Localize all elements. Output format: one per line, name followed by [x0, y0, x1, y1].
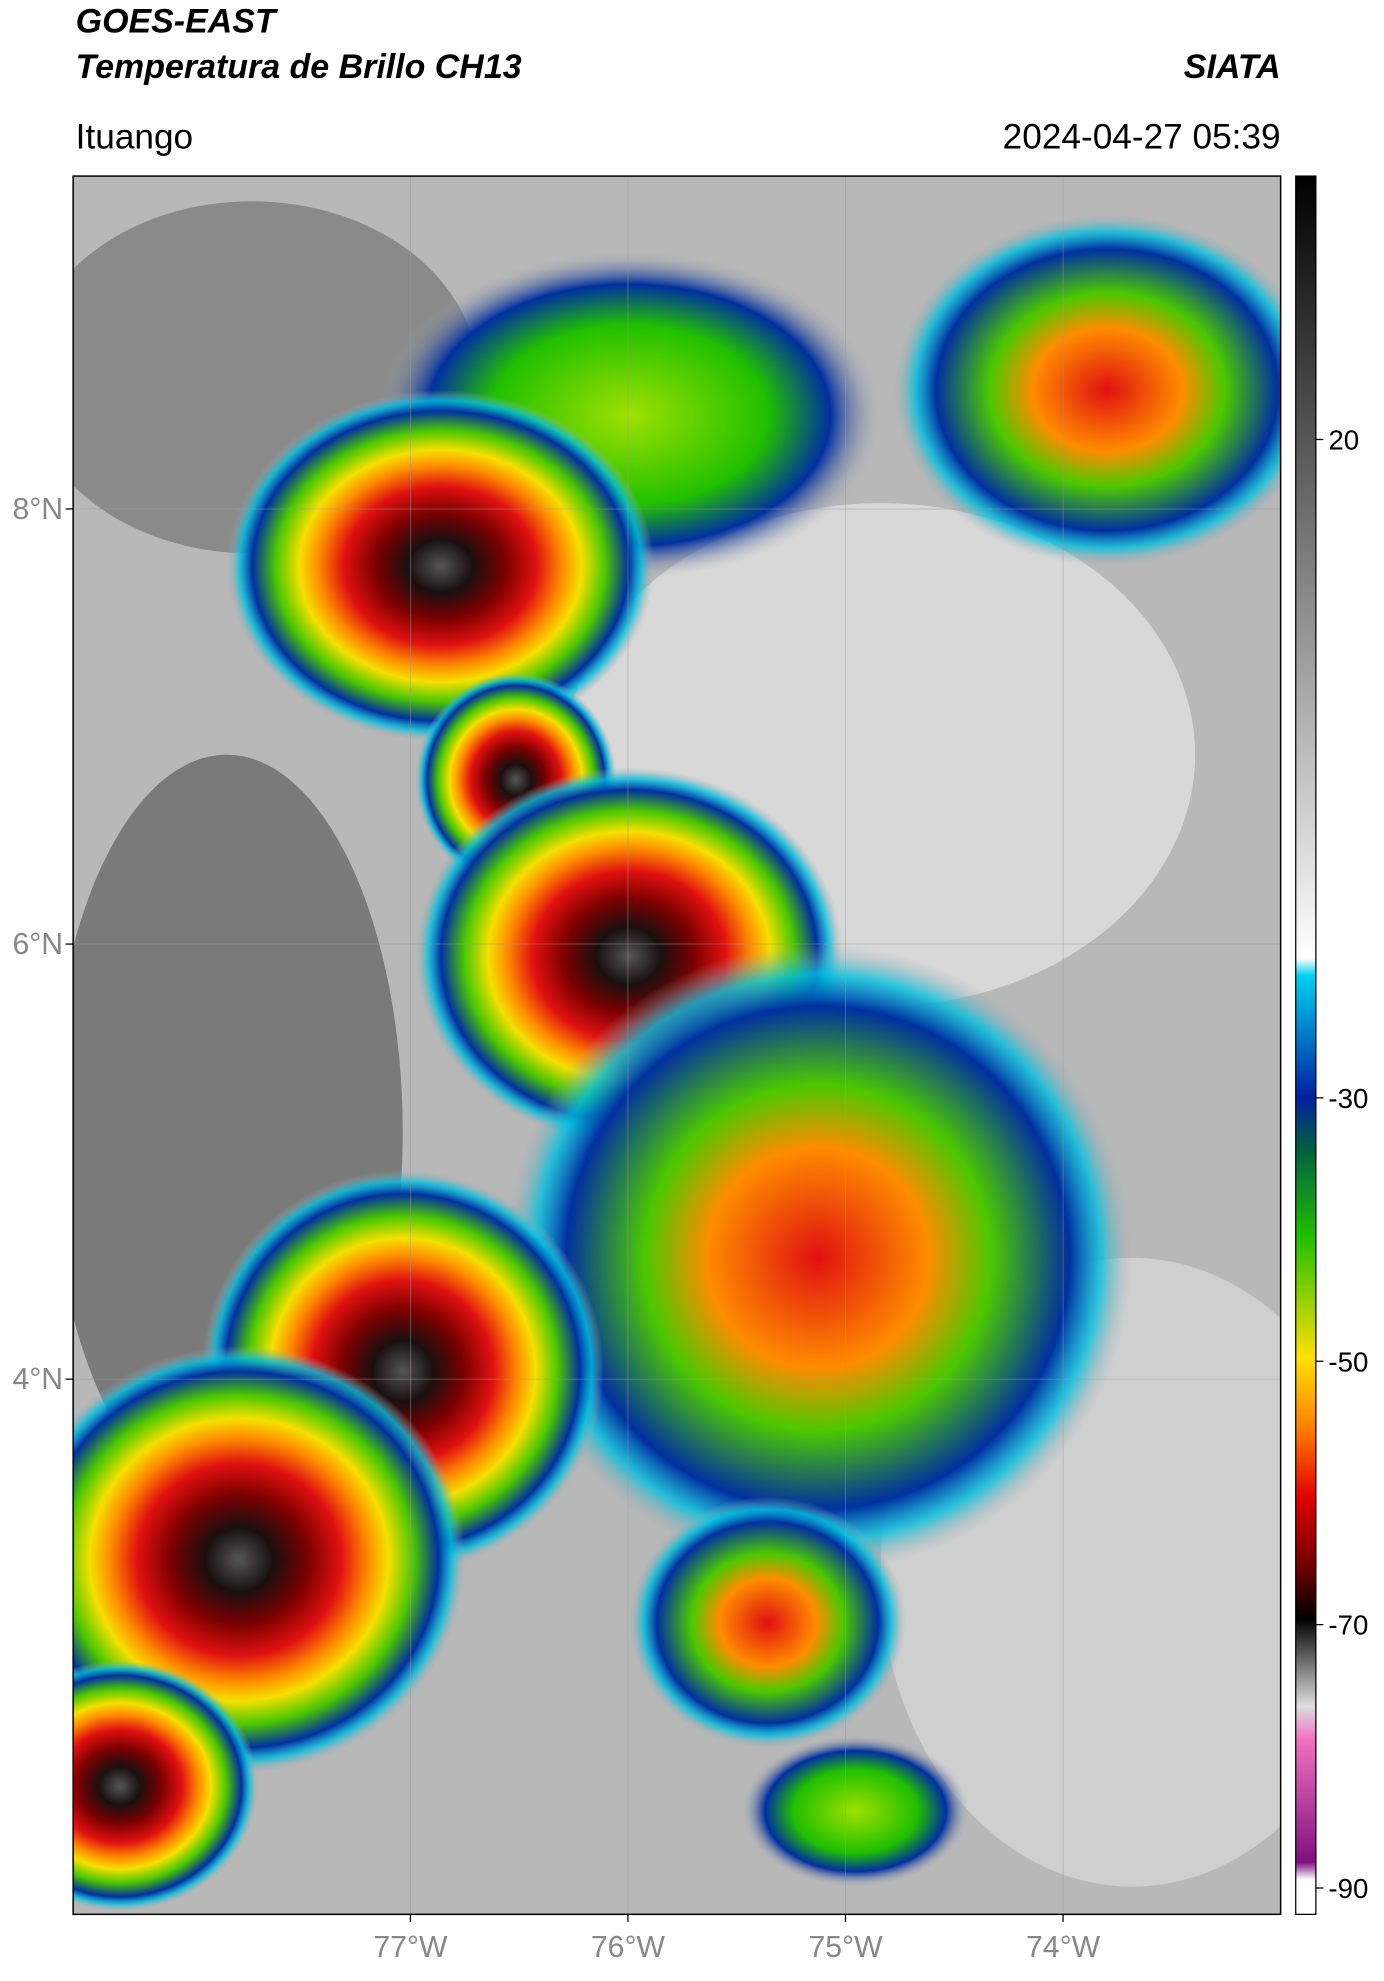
- colorbar-tick-label: -70: [1328, 1610, 1368, 1641]
- datetime: 2024-04-27 05:39: [1003, 117, 1281, 156]
- title: GOES-EAST: [76, 3, 279, 41]
- colorbar-tick-label: -50: [1328, 1346, 1368, 1377]
- x-tick-label: 76°W: [591, 1931, 666, 1964]
- y-tick-label: 6°N: [12, 928, 63, 961]
- colorbar: [1295, 175, 1317, 1915]
- x-tick-label: 75°W: [808, 1931, 883, 1964]
- colorbar-tick-label: -90: [1328, 1873, 1368, 1904]
- x-tick-label: 77°W: [373, 1931, 448, 1964]
- location: Ituango: [76, 117, 193, 156]
- colorbar-tick-label: -30: [1328, 1083, 1368, 1114]
- x-tick-label: 74°W: [1026, 1931, 1101, 1964]
- y-tick-label: 8°N: [12, 493, 63, 526]
- y-tick-label: 4°N: [12, 1363, 63, 1396]
- graticule: [73, 176, 1281, 1915]
- subtitle: Temperatura de Brillo CH13: [76, 48, 522, 86]
- satellite-image: [73, 176, 1281, 1915]
- colorbar-tick-label: 20: [1328, 425, 1359, 456]
- source: SIATA: [1184, 48, 1281, 86]
- map-frame: [72, 175, 1282, 1916]
